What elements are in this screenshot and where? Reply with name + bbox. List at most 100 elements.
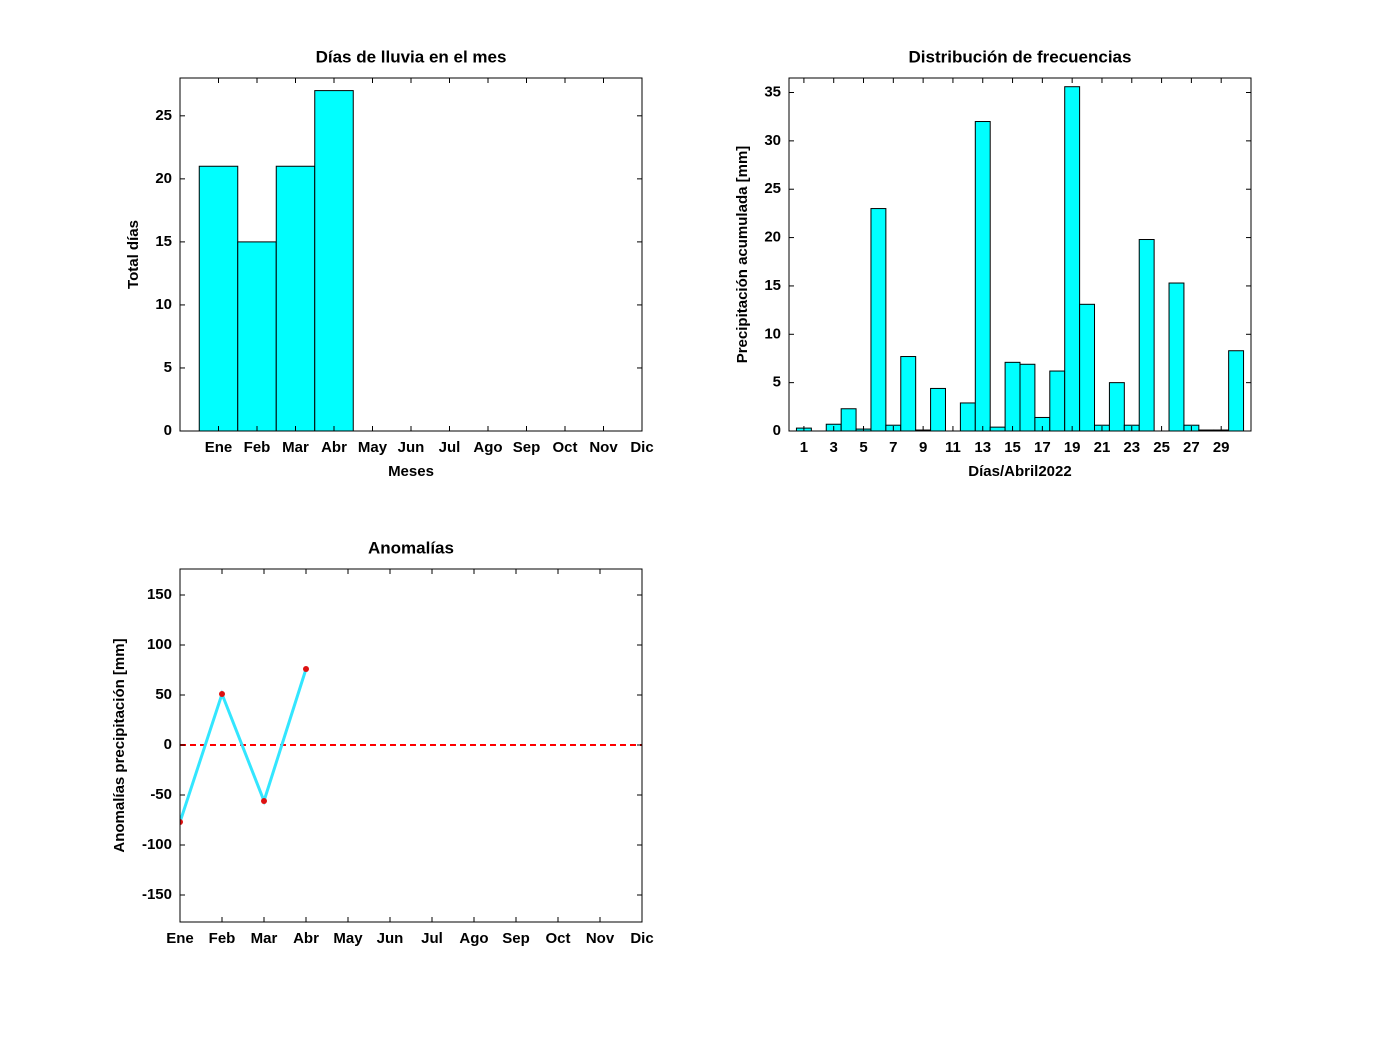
marker (303, 666, 309, 672)
x-tick-label: 21 (1094, 439, 1111, 456)
x-tick-label: Ene (166, 930, 194, 947)
x-axis-label: Meses (388, 463, 434, 480)
bar (198, 165, 239, 431)
y-tick-label: 5 (773, 374, 781, 391)
x-tick-label: 11 (945, 439, 961, 456)
y-tick-label: 20 (764, 229, 781, 246)
x-tick-label: Jun (377, 930, 404, 947)
marker (219, 691, 225, 697)
line (180, 668, 308, 823)
bar (1228, 350, 1245, 431)
chart-title: Anomalías (368, 538, 454, 557)
y-tick-label: -100 (142, 836, 172, 853)
y-tick-label: 5 (164, 359, 172, 376)
plot (180, 666, 642, 825)
bar (959, 402, 976, 431)
plot (198, 90, 354, 431)
x-tick-label: 13 (974, 439, 991, 456)
x-tick-label: Oct (545, 930, 570, 947)
x-tick-label: Nov (586, 930, 615, 947)
y-tick-label: 15 (155, 233, 172, 250)
x-tick-label: Jun (398, 439, 425, 456)
bar (1138, 239, 1155, 431)
x-tick-label: 7 (889, 439, 897, 456)
axes: -150 -100 -50 0 50 100 150 Ene Feb Mar Abr May Jun Ju… (111, 538, 654, 946)
axes-frame (179, 568, 643, 923)
plot (795, 86, 1245, 431)
x-tick-label: Oct (552, 439, 577, 456)
bar (1019, 363, 1036, 431)
bar (1004, 361, 1021, 431)
x-tick-label: Sep (502, 930, 530, 947)
x-tick-label: Nov (589, 439, 618, 456)
y-tick-label: 15 (764, 277, 781, 294)
x-tick-label: 5 (859, 439, 867, 456)
x-tick-label: Feb (244, 439, 271, 456)
y-tick-label: 150 (147, 586, 172, 603)
x-tick-label: May (333, 930, 363, 947)
bar (1108, 382, 1125, 431)
x-tick-label: 3 (830, 439, 838, 456)
x-tick-label: Ago (459, 930, 488, 947)
x-tick-label: 15 (1004, 439, 1021, 456)
axes-frame (179, 77, 643, 432)
y-tick-label: 0 (773, 422, 781, 439)
x-tick-label: 23 (1123, 439, 1140, 456)
x-tick-label: Sep (513, 439, 541, 456)
x-tick-label: 29 (1213, 439, 1230, 456)
bar (930, 387, 946, 431)
x-tick-label: May (358, 439, 388, 456)
y-tick-label: 100 (147, 636, 172, 653)
y-tick-label: -50 (150, 786, 172, 803)
bar (1049, 370, 1066, 431)
bar (1168, 282, 1185, 431)
x-tick-label: Mar (251, 930, 278, 947)
bar (974, 121, 991, 431)
x-tick-label: Abr (293, 930, 319, 947)
x-tick-label: 19 (1064, 439, 1081, 456)
y-axis-label: Precipitación acumulada [mm] (734, 146, 751, 364)
y-tick-label: 0 (164, 422, 172, 439)
y-axis-label: Total días (125, 220, 142, 289)
x-tick-label: 1 (800, 439, 808, 456)
y-tick-label: 35 (764, 83, 781, 100)
x-tick-label: Dic (630, 439, 653, 456)
x-tick-label: 27 (1183, 439, 1200, 456)
y-tick-label: 30 (764, 132, 781, 149)
bar (870, 208, 887, 431)
y-tick-label: 20 (155, 170, 172, 187)
bar (840, 408, 857, 431)
axes-frame (788, 77, 1252, 432)
x-tick-label: Dic (630, 930, 653, 947)
x-tick-label: Jul (421, 930, 443, 947)
y-tick-label: 0 (164, 736, 172, 753)
chart-title: Distribución de frecuencias (909, 47, 1132, 66)
axes: 0 5 10 15 20 25 Ene Feb Mar Abr May Jun Jul Ago Sep Oct… (125, 47, 654, 479)
y-tick-label: 10 (764, 325, 781, 342)
x-tick-label: Abr (321, 439, 347, 456)
marker (261, 798, 267, 804)
marker (180, 819, 183, 825)
bar (1064, 86, 1081, 431)
x-tick-label: Feb (209, 930, 236, 947)
x-axis-label: Días/Abril2022 (968, 463, 1071, 480)
x-tick-label: 17 (1034, 439, 1051, 456)
x-tick-label: Mar (282, 439, 309, 456)
chart-title: Días de lluvia en el mes (316, 47, 507, 66)
y-tick-label: 25 (155, 107, 172, 124)
bar (989, 426, 1006, 431)
x-tick-label: 9 (919, 439, 927, 456)
bar (237, 241, 277, 431)
y-axis-label: Anomalías precipitación [mm] (111, 638, 128, 852)
x-tick-label: Ago (473, 439, 502, 456)
x-tick-label: Ene (205, 439, 233, 456)
bar (314, 90, 354, 431)
bar (1079, 303, 1096, 431)
x-tick-label: Jul (439, 439, 461, 456)
y-tick-label: 10 (155, 296, 172, 313)
x-tick-label: 25 (1153, 439, 1170, 456)
y-tick-label: -150 (142, 886, 172, 903)
y-tick-label: 25 (764, 180, 781, 197)
